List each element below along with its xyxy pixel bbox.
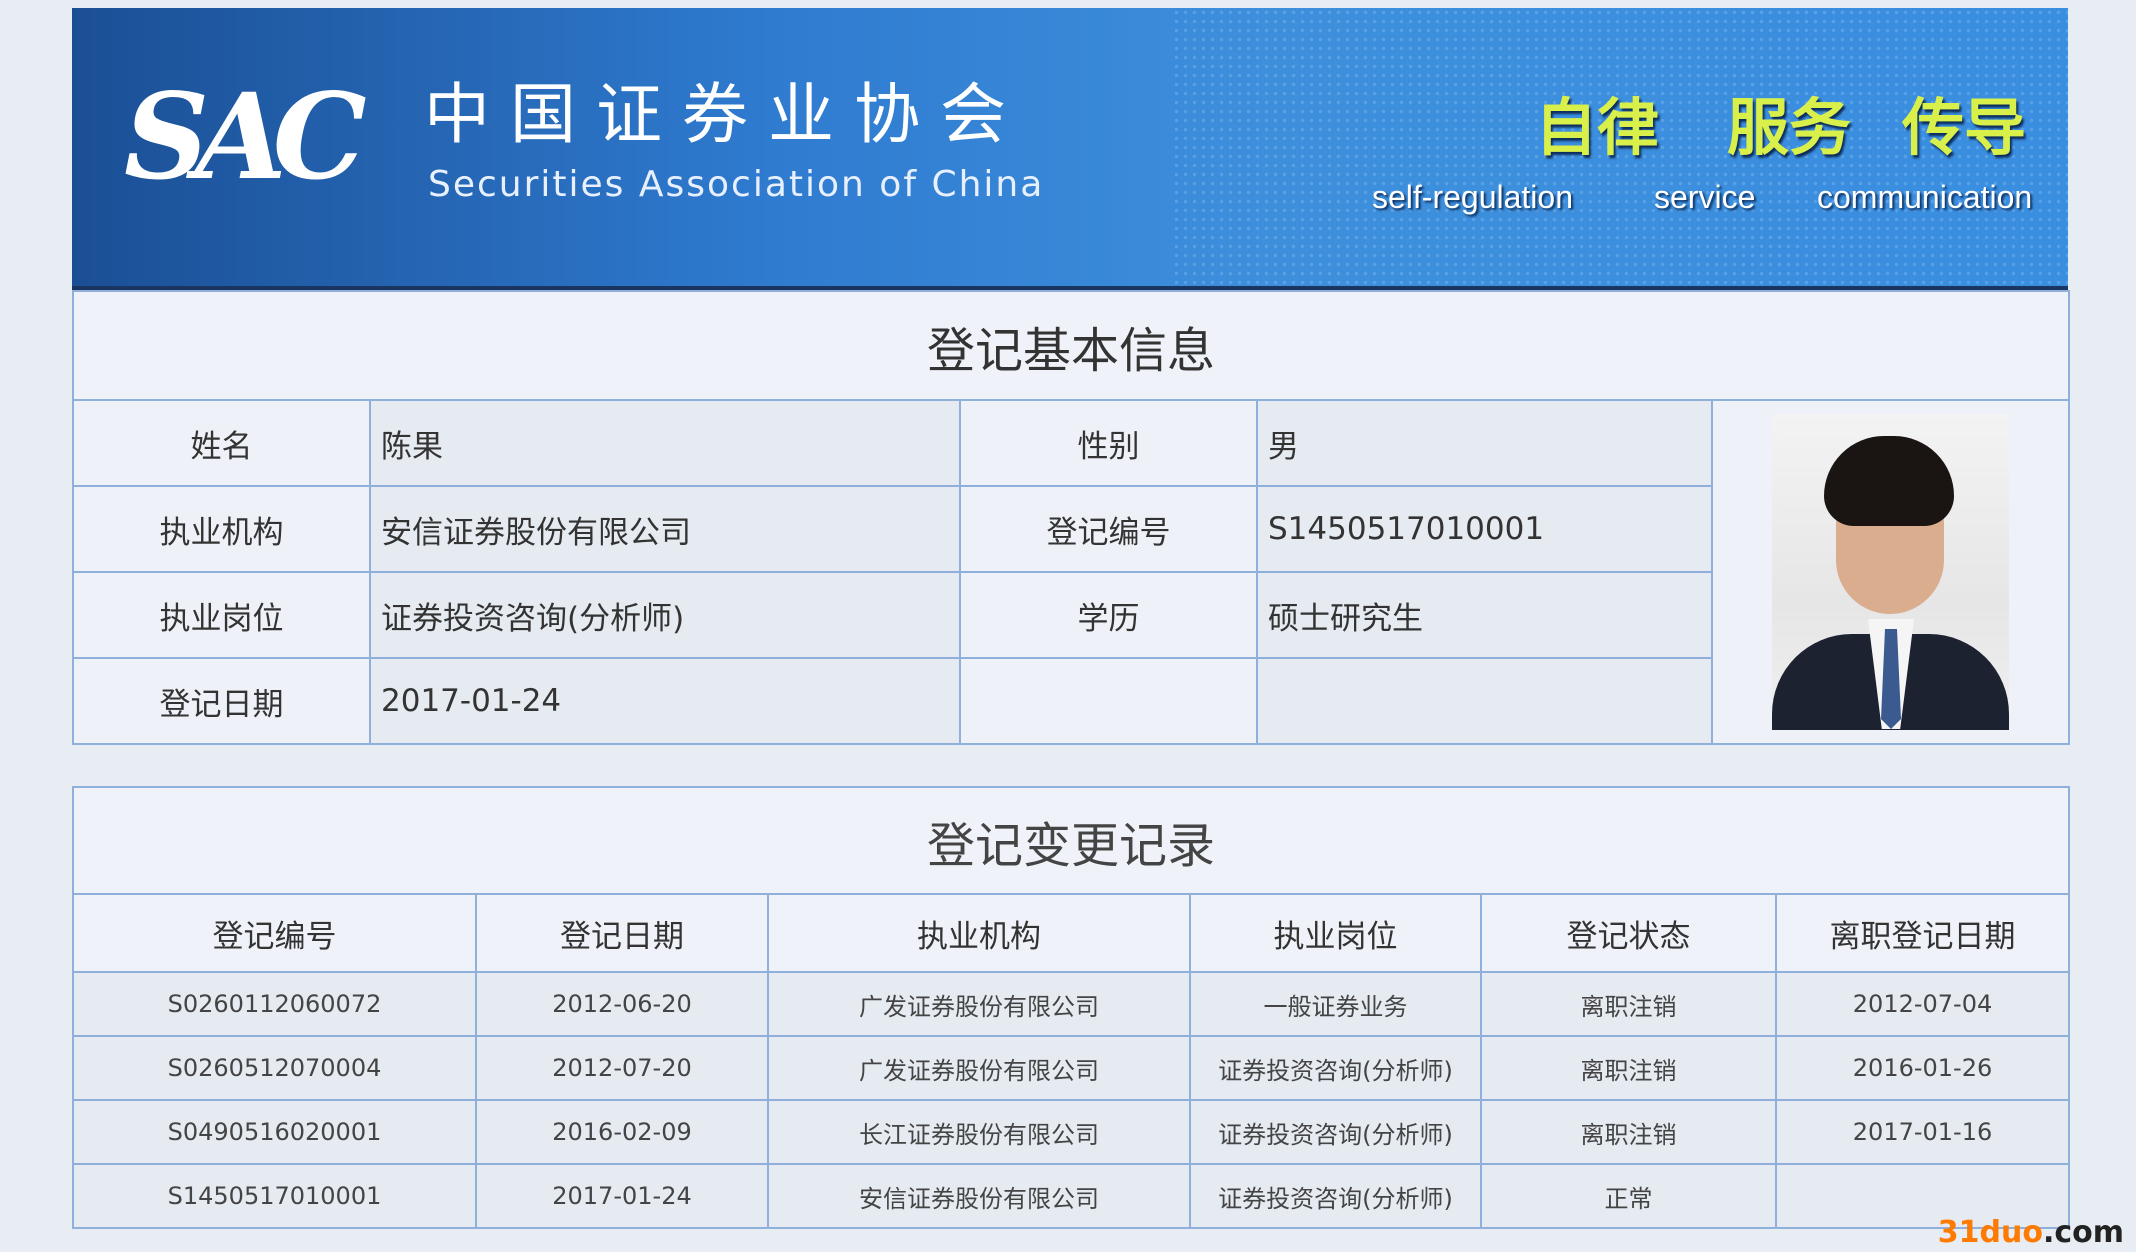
table-cell: 离职注销 xyxy=(1480,1035,1777,1101)
header-banner: SAC 中国证券业协会 Securities Association of Ch… xyxy=(72,8,2068,292)
field-value: 硕士研究生 xyxy=(1256,571,1713,659)
slogan-en: communication xyxy=(1817,179,2033,215)
table-row: S0490516020001 2016-02-09 长江证券股份有限公司 证券投资咨询… xyxy=(72,1099,2071,1165)
slogan-cn: 自律 xyxy=(1535,91,1660,164)
table-cell: 安信证券股份有限公司 xyxy=(767,1163,1191,1229)
table-cell: 2016-01-26 xyxy=(1774,1035,2071,1101)
change-records-table: 登记变更记录 登记编号 登记日期 执业机构 执业岗位 登记状态 离职登记日期 S… xyxy=(71,786,2071,1229)
table-cell: S0260512070004 xyxy=(72,1035,477,1101)
watermark: 31duo.com xyxy=(1937,1215,2124,1250)
field-value: 安信证券股份有限公司 xyxy=(369,485,961,573)
field-value xyxy=(1256,657,1713,745)
field-value: 陈果 xyxy=(369,399,961,487)
field-value: 证券投资咨询(分析师) xyxy=(369,571,961,659)
field-label: 登记日期 xyxy=(72,657,371,745)
basic-info-title: 登记基本信息 xyxy=(71,290,2071,401)
table-cell: 2012-07-04 xyxy=(1774,971,2071,1037)
basic-info-table: 登记基本信息 姓名 陈果 性别 男 执业机构 安信证券股份有限公司 登记编号 S… xyxy=(71,290,2071,745)
column-header: 离职登记日期 xyxy=(1774,893,2071,973)
table-cell: 证券投资咨询(分析师) xyxy=(1189,1035,1482,1101)
column-header: 登记日期 xyxy=(475,893,769,973)
profile-photo xyxy=(1772,414,2009,730)
field-label: 执业机构 xyxy=(72,485,371,573)
field-label xyxy=(959,657,1258,745)
slogan-cn: 传导 xyxy=(1902,91,2027,164)
field-value: 2017-01-24 xyxy=(369,657,961,745)
field-label: 性别 xyxy=(959,399,1258,487)
sac-logo: SAC xyxy=(124,67,367,206)
table-row: S1450517010001 2017-01-24 安信证券股份有限公司 证券投资咨询… xyxy=(72,1163,2071,1229)
table-cell: 广发证券股份有限公司 xyxy=(767,971,1191,1037)
table-cell: 一般证券业务 xyxy=(1189,971,1482,1037)
table-cell: 2017-01-16 xyxy=(1774,1099,2071,1165)
table-cell: 2012-07-20 xyxy=(475,1035,769,1101)
column-header: 执业机构 xyxy=(767,893,1191,973)
world-map-decoration xyxy=(1172,8,2068,286)
column-header: 登记编号 xyxy=(72,893,477,973)
table-cell xyxy=(1774,1163,2071,1229)
table-cell: S1450517010001 xyxy=(72,1163,477,1229)
table-row: 姓名 陈果 性别 男 xyxy=(72,399,2071,745)
field-label: 执业岗位 xyxy=(72,571,371,659)
field-label: 登记编号 xyxy=(959,485,1258,573)
field-label: 学历 xyxy=(959,571,1258,659)
table-row: 登记日期 2017-01-24 xyxy=(72,657,2069,745)
table-cell: 离职注销 xyxy=(1480,1099,1777,1165)
table-cell: S0490516020001 xyxy=(72,1099,477,1165)
table-cell: 长江证券股份有限公司 xyxy=(767,1099,1191,1165)
org-name-en: Securities Association of China xyxy=(428,164,1045,205)
table-cell: 证券投资咨询(分析师) xyxy=(1189,1099,1482,1165)
field-value: 男 xyxy=(1256,399,1713,487)
table-cell: 广发证券股份有限公司 xyxy=(767,1035,1191,1101)
table-cell: 正常 xyxy=(1480,1163,1777,1229)
slogan-en: service xyxy=(1654,179,1756,215)
table-header: 登记编号 登记日期 执业机构 执业岗位 登记状态 离职登记日期 xyxy=(72,893,2071,973)
table-cell: 2012-06-20 xyxy=(475,971,769,1037)
table-row: 执业岗位 证券投资咨询(分析师) 学历 硕士研究生 xyxy=(72,571,2069,659)
table-cell: S0260112060072 xyxy=(72,971,477,1037)
table-cell: 证券投资咨询(分析师) xyxy=(1189,1163,1482,1229)
field-label: 姓名 xyxy=(72,399,371,487)
table-row: S0260512070004 2012-07-20 广发证券股份有限公司 证券投资咨询… xyxy=(72,1035,2071,1101)
column-header: 执业岗位 xyxy=(1189,893,1482,973)
slogan-cn: 服务 xyxy=(1727,91,1852,164)
table-row: S0260112060072 2012-06-20 广发证券股份有限公司 一般证券业务… xyxy=(72,971,2071,1037)
table-row: 执业机构 安信证券股份有限公司 登记编号 S1450517010001 xyxy=(72,485,2069,573)
field-value: S1450517010001 xyxy=(1256,485,1713,573)
slogan-en: self-regulation xyxy=(1372,179,1573,215)
table-cell: 2016-02-09 xyxy=(475,1099,769,1165)
table-cell: 2017-01-24 xyxy=(475,1163,769,1229)
column-header: 登记状态 xyxy=(1480,893,1777,973)
photo-cell xyxy=(1710,399,2071,745)
table-cell: 离职注销 xyxy=(1480,971,1777,1037)
org-name-cn: 中国证券业协会 xyxy=(424,76,1026,153)
change-records-title: 登记变更记录 xyxy=(71,786,2071,895)
